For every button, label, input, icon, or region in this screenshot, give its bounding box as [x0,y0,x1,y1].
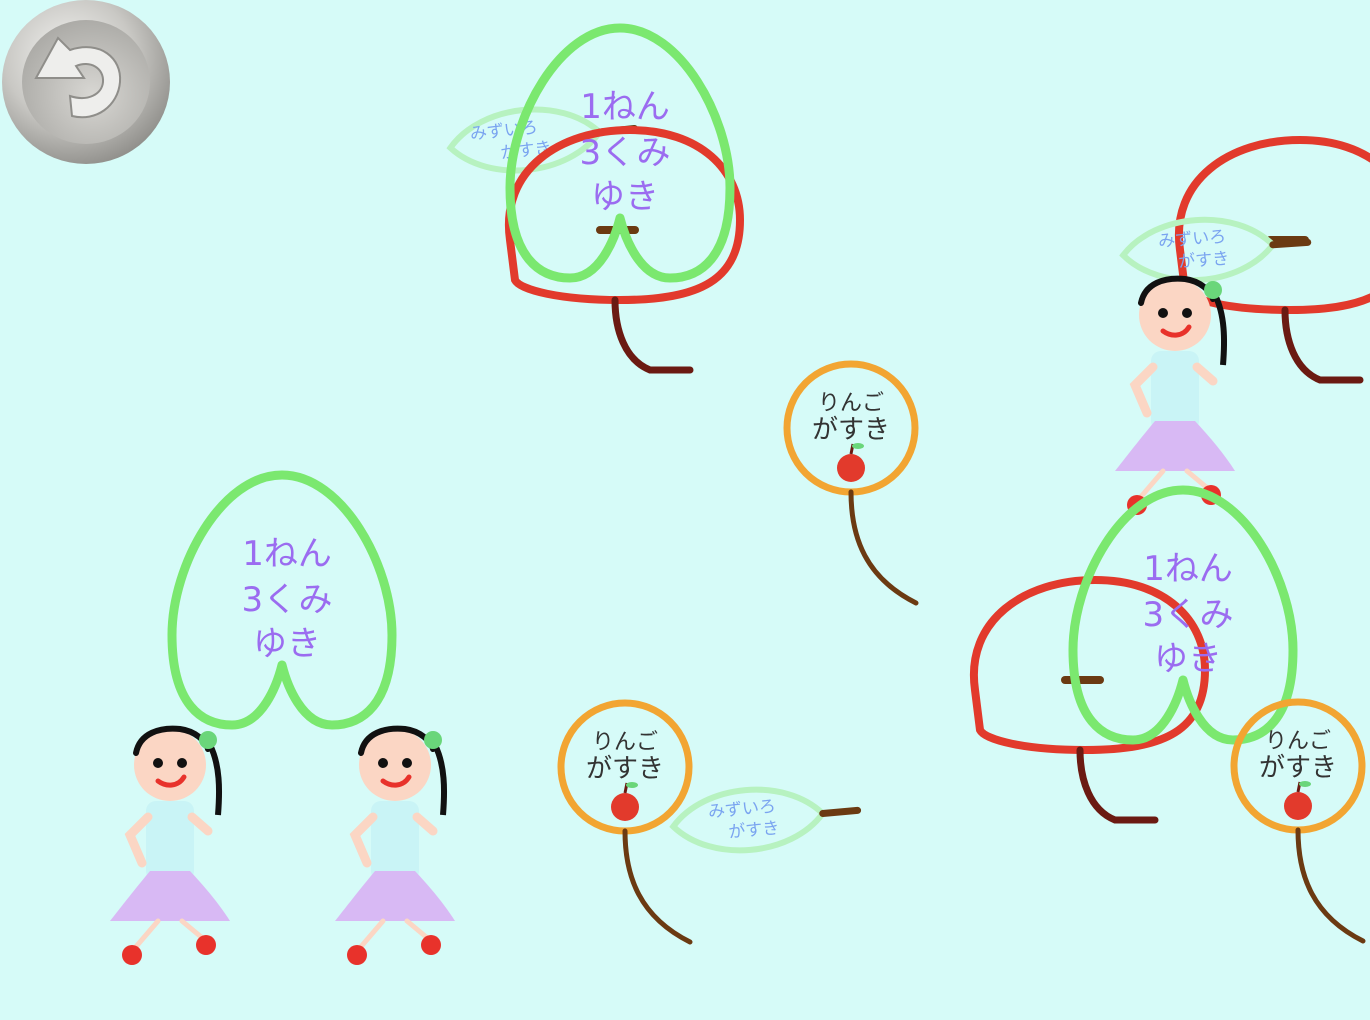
heart-text-line-3: ゆき [591,177,659,217]
heart-text-line-1: 1ねん [580,87,670,127]
fan-sticker[interactable]: りんご がすき [1234,702,1363,941]
leaf-text-line-2: がすき [1178,249,1230,273]
fan-sticker[interactable]: りんご がすき [787,364,916,603]
fan-sticker[interactable]: りんご がすき [561,703,690,942]
heart-sticker[interactable]: 1ねん 3くみ ゆき [510,28,730,278]
girl-sticker[interactable] [335,729,455,965]
heart-text-line-3: ゆき [1154,639,1222,679]
heart-text-line-2: 3くみ [242,580,333,620]
leaf-text-line-1: みずいろ [1158,227,1227,252]
leaf-sticker[interactable]: みずいろ がすき [671,781,861,857]
fan-text-line-1: りんご [592,730,658,755]
heart-text-line-2: 3くみ [1143,595,1234,635]
fan-text-line-1: りんご [1265,729,1331,754]
fan-text-line-1: りんご [818,391,884,416]
heart-sticker[interactable]: 1ねん 3くみ ゆき [172,475,392,725]
heart-text-line-1: 1ねん [1143,549,1233,589]
undo-button[interactable] [0,0,172,170]
heart-text-line-2: 3くみ [580,133,671,173]
heart-sticker[interactable]: 1ねん 3くみ ゆき [1073,490,1293,740]
undo-arrow-icon [2,0,170,164]
heart-text-line-3: ゆき [253,624,321,664]
leaf-sticker[interactable]: みずいろ がすき [1121,212,1310,285]
girl-sticker[interactable] [110,729,230,965]
fan-text-line-2: がすき [586,754,664,784]
leaf-text-line-2: がすき [728,818,781,842]
girl-sticker[interactable] [1115,279,1235,515]
fan-text-line-2: がすき [812,415,890,445]
fan-text-line-2: がすき [1259,753,1337,783]
heart-text-line-1: 1ねん [242,534,332,574]
